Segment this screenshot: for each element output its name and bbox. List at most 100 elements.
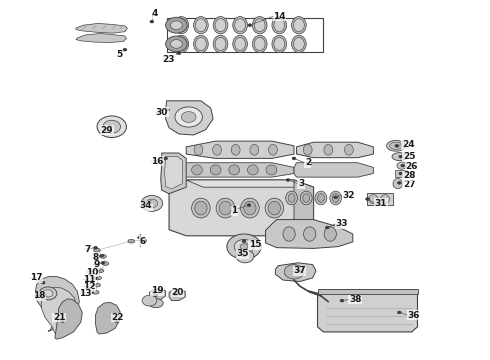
Text: 20: 20 [172,288,184,297]
Text: 19: 19 [151,287,164,295]
Circle shape [366,198,369,201]
Ellipse shape [244,201,256,215]
Circle shape [401,164,405,167]
Ellipse shape [288,194,295,202]
Circle shape [227,234,261,259]
Circle shape [61,320,65,323]
Text: 25: 25 [403,152,416,161]
Polygon shape [35,276,79,331]
Polygon shape [275,263,316,282]
Ellipse shape [315,191,327,205]
Ellipse shape [241,198,259,218]
Text: 33: 33 [336,219,348,228]
Text: 35: 35 [236,249,249,258]
Text: 34: 34 [140,202,152,210]
Ellipse shape [92,291,99,294]
Ellipse shape [283,227,295,241]
Ellipse shape [300,191,312,205]
Ellipse shape [344,144,353,155]
Text: 18: 18 [33,292,46,300]
Text: 2: 2 [305,158,311,167]
Circle shape [146,199,158,208]
Ellipse shape [318,194,324,202]
Circle shape [166,17,187,33]
Ellipse shape [216,198,235,218]
Circle shape [292,157,296,160]
Ellipse shape [330,191,342,205]
Circle shape [115,320,119,323]
Circle shape [171,21,182,30]
Ellipse shape [294,19,304,32]
Ellipse shape [252,17,267,34]
Ellipse shape [369,194,378,203]
Polygon shape [161,153,186,194]
Text: 8: 8 [92,253,98,262]
Circle shape [399,172,403,175]
Circle shape [92,284,96,287]
Text: 16: 16 [151,157,164,166]
Text: 32: 32 [342,191,355,199]
Circle shape [236,250,254,263]
Circle shape [138,236,142,239]
Ellipse shape [231,144,240,155]
Bar [395,170,407,177]
Ellipse shape [235,37,245,50]
Ellipse shape [95,276,101,280]
Ellipse shape [272,17,287,34]
Ellipse shape [176,19,187,32]
Ellipse shape [194,35,208,53]
Circle shape [142,295,157,306]
Ellipse shape [97,269,104,273]
Polygon shape [169,180,314,236]
Polygon shape [149,289,166,300]
Ellipse shape [140,239,147,242]
Ellipse shape [94,283,100,287]
Polygon shape [169,289,185,301]
Text: 31: 31 [375,199,388,208]
Ellipse shape [196,19,206,32]
Ellipse shape [215,19,226,32]
Text: 14: 14 [273,12,286,21]
Ellipse shape [233,17,247,34]
Text: 21: 21 [53,313,66,322]
Polygon shape [176,163,294,177]
Circle shape [141,195,163,211]
Circle shape [90,290,94,293]
Text: 23: 23 [163,55,175,64]
Ellipse shape [233,35,247,53]
Circle shape [242,240,246,243]
Text: 1: 1 [231,206,238,215]
Text: 29: 29 [100,126,113,135]
Text: 22: 22 [112,313,124,322]
Ellipse shape [192,165,202,175]
Text: 13: 13 [79,289,92,298]
Polygon shape [96,302,120,334]
Circle shape [150,20,154,23]
Circle shape [108,125,112,128]
Circle shape [397,162,407,169]
Circle shape [154,294,158,297]
Ellipse shape [254,19,265,32]
Circle shape [103,120,121,133]
Ellipse shape [387,140,405,151]
Ellipse shape [215,37,226,50]
Ellipse shape [128,239,135,243]
Circle shape [240,244,248,249]
Circle shape [149,201,153,204]
Polygon shape [296,142,373,158]
Text: 12: 12 [83,282,96,291]
Ellipse shape [250,144,259,155]
Ellipse shape [269,201,280,215]
Text: 26: 26 [406,162,418,171]
Polygon shape [186,141,294,158]
Text: 5: 5 [117,50,123,59]
Ellipse shape [148,299,163,307]
Text: 6: 6 [140,237,146,246]
Text: 37: 37 [293,266,306,275]
Circle shape [96,269,100,271]
Ellipse shape [174,17,189,34]
Polygon shape [165,157,182,189]
Polygon shape [186,180,314,187]
Circle shape [166,108,170,111]
Ellipse shape [303,194,310,202]
